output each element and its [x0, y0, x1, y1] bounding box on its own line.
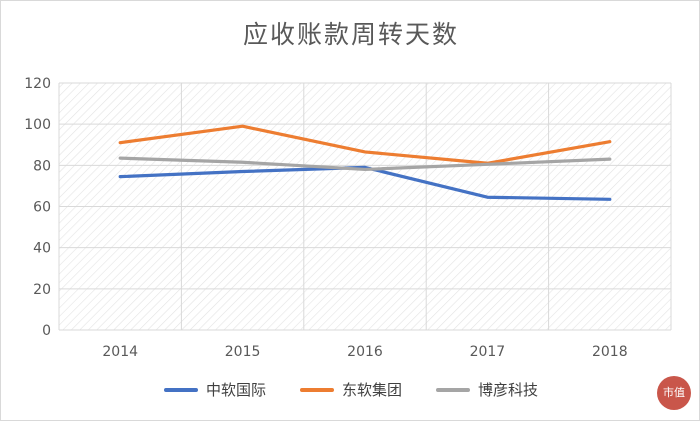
x-tick-label: 2016: [347, 344, 383, 360]
legend-swatch: [299, 387, 334, 392]
legend: 中软国际 东软集团 博彦科技: [1, 379, 700, 400]
y-tick-label: 40: [33, 241, 51, 257]
y-tick-label: 80: [33, 158, 51, 174]
series-line-1: [118, 165, 612, 201]
legend-item-3: 博彦科技: [436, 379, 538, 400]
legend-label: 中软国际: [205, 381, 266, 399]
series-line-3: [118, 156, 612, 172]
x-tick-label: 2018: [592, 344, 628, 360]
y-tick-label: 120: [24, 76, 51, 92]
legend-label: 东软集团: [341, 381, 402, 399]
legend-swatch: [163, 387, 198, 392]
legend-swatch: [436, 387, 470, 392]
y-tick-label: 20: [33, 282, 51, 298]
y-tick-label: 100: [24, 117, 51, 133]
y-tick-label: 0: [42, 323, 51, 339]
legend-item-1: 中软国际: [163, 379, 266, 400]
x-tick-label: 2017: [470, 344, 506, 360]
series-line-2: [118, 124, 612, 165]
y-tick-label: 60: [33, 200, 51, 216]
chart-title: 应收账款周转天数: [242, 20, 459, 49]
legend-item-2: 东软集团: [299, 379, 402, 400]
site-logo: 市值: [657, 376, 691, 410]
legend-label: 博彦科技: [478, 381, 539, 399]
x-tick-label: 2015: [225, 344, 261, 360]
x-tick-label: 2014: [102, 344, 138, 360]
